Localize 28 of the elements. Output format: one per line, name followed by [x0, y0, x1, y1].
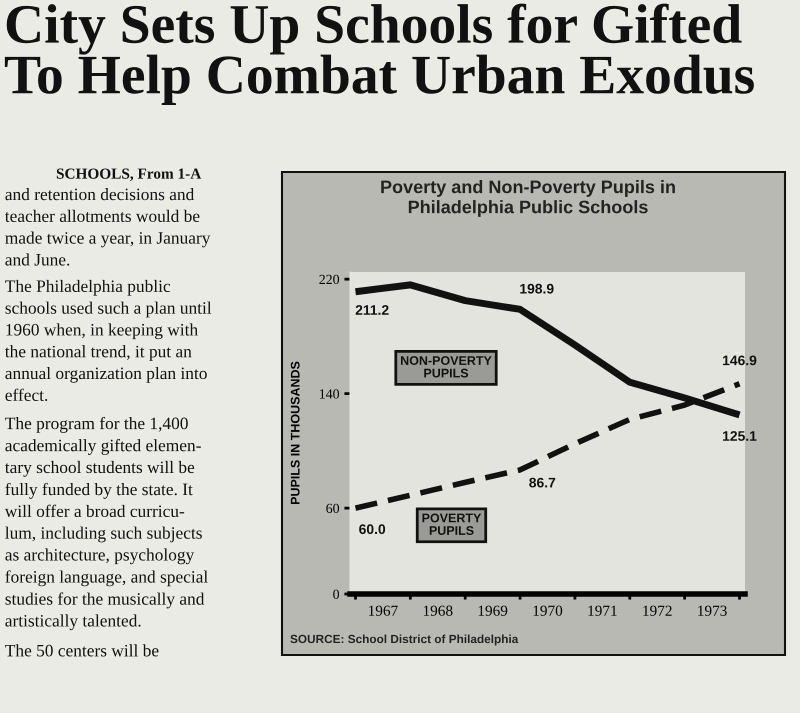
y-tick-label: 220 — [319, 274, 340, 284]
x-tick-label: 1972 — [643, 606, 672, 616]
x-tick-label: 1969 — [478, 606, 508, 616]
y-tick-label: 60 — [326, 504, 340, 514]
x-tick-label: 1968 — [424, 606, 452, 616]
data-label: 211.2 — [356, 305, 389, 315]
data-label: 86.7 — [529, 478, 556, 488]
x-tick-label: 1973 — [698, 606, 727, 616]
data-label: 60.0 — [359, 524, 386, 534]
y-tick-label: 0 — [333, 590, 340, 599]
x-tick-label: 1971 — [588, 606, 617, 616]
x-tick-label: 1970 — [534, 606, 562, 616]
series-label: POVERTY PUPILS — [422, 514, 482, 535]
source-note: SOURCE: School District of Philadelphia — [290, 634, 518, 646]
y-axis-title: PUPILS IN THOUSANDS — [290, 362, 300, 504]
chart-title: Poverty and Non-Poverty Pupils in Philadelphia Public Schools — [381, 180, 675, 217]
text: NON-POVERTY PUPILS — [401, 356, 492, 378]
text: City Sets Up Schools for Gifted To Help Combat Urban Exodus — [4, 4, 754, 106]
x-tick-label: 1967 — [368, 606, 398, 616]
text: The program for the 1,400 academically gifted elemen- tary school students will be fully funded by the state. It will offer a broad curricu- lum, including such subjects as architecture, psychology foreign language, and special studies for the musically and artistically talented. — [4, 416, 208, 630]
text: and retention decisions and teacher allotments would be made twice a year, in January and June. — [4, 188, 210, 266]
text: The Philadelphia public schools used such a plan until 1960 when, in keeping with the national trend, it put an annual organization plan into effect. — [4, 280, 212, 402]
y-tick-label: 140 — [320, 389, 340, 399]
text: The 50 centers will be — [5, 644, 158, 656]
data-label: 146.9 — [723, 355, 756, 366]
data-label: 198.9 — [520, 284, 554, 294]
text: SCHOOLS, From 1-A — [56, 168, 202, 181]
data-label: 125.1 — [723, 431, 757, 441]
